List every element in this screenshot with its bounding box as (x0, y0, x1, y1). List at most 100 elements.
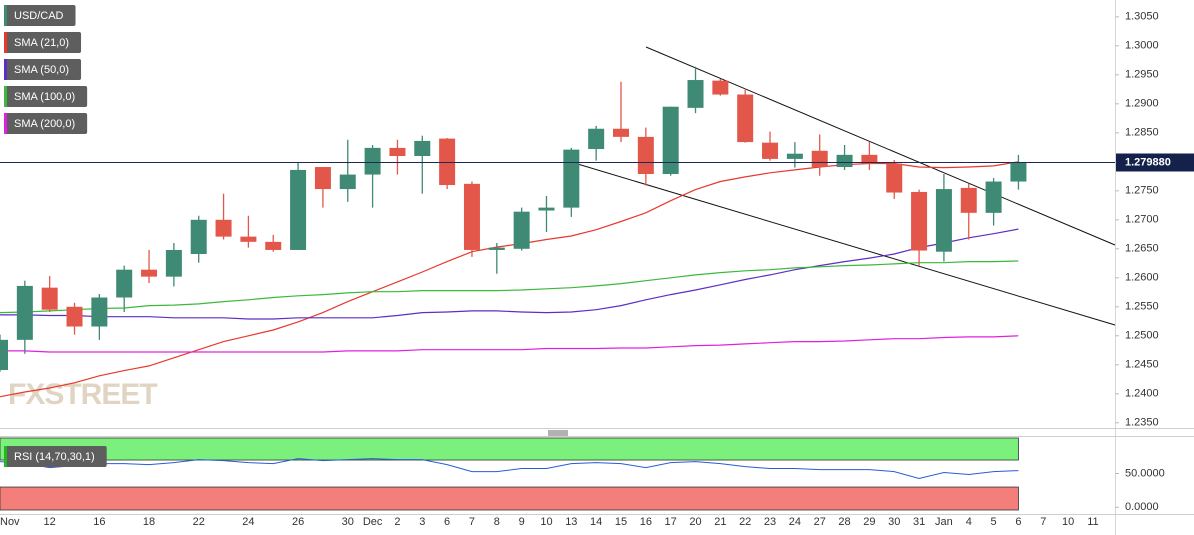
x-tick-label: Jan (935, 516, 953, 528)
x-tick-label: 12 (44, 516, 56, 528)
y-tick-label: 1.2350 (1125, 417, 1159, 429)
watermark: FXSTREET (8, 378, 157, 411)
legend-item: SMA (50,0) (4, 59, 82, 80)
candle-body (960, 187, 977, 213)
y-tick-label: 1.2550 (1125, 301, 1159, 313)
x-tick-label: 3 (419, 516, 425, 528)
x-tick-label: 30 (342, 516, 354, 528)
candle-body (290, 169, 307, 250)
x-tick-label: 17 (665, 516, 677, 528)
y-tick-label: 1.2850 (1125, 127, 1159, 139)
x-tick-label: 5 (991, 516, 997, 528)
y-tick-label: 1.2500 (1125, 330, 1159, 342)
x-tick-label: 9 (519, 516, 525, 528)
candle-body (265, 241, 282, 250)
legend-box (4, 32, 82, 53)
legend-box (4, 86, 88, 107)
candle-body (836, 154, 853, 168)
y-tick-label: 1.2950 (1125, 69, 1159, 81)
legend-box (4, 5, 76, 26)
legend-box (4, 446, 107, 467)
oversold-band (0, 486, 1019, 511)
series-line (0, 260, 1019, 314)
x-tick-label: 8 (494, 516, 500, 528)
y-tick-label: 1.2650 (1125, 243, 1159, 255)
legend-swatch (4, 86, 7, 107)
legend-label: SMA (100,0) (14, 91, 75, 103)
candle-body (41, 287, 58, 310)
candle-body (414, 140, 431, 157)
x-tick-label: 24 (789, 516, 801, 528)
trend-line (645, 46, 1116, 246)
x-tick-label: 20 (689, 516, 701, 528)
y-tick-label: 1.2600 (1125, 272, 1159, 284)
x-tick-label: 28 (838, 516, 850, 528)
x-tick-label: 24 (242, 516, 254, 528)
candle-body (389, 147, 406, 157)
candle-body (613, 128, 629, 137)
candle-body (513, 211, 530, 249)
x-tick-label: 10 (1062, 516, 1074, 528)
x-tick-label: 13 (565, 516, 577, 528)
x-tick-label: 16 (93, 516, 105, 528)
x-tick-label: 7 (469, 516, 475, 528)
legend-swatch (4, 32, 7, 53)
candle-body (687, 80, 704, 108)
candle-body (240, 236, 257, 242)
candle-body (538, 207, 555, 211)
candle-body (637, 136, 654, 174)
price-tag-label: 1.279880 (1125, 156, 1171, 168)
series-line (0, 228, 1019, 320)
candle-body (116, 269, 133, 298)
y-tick-label: 1.2750 (1125, 185, 1159, 197)
x-tick-label: 26 (292, 516, 304, 528)
overbought-band (0, 437, 1019, 461)
panel-handle (548, 430, 568, 436)
x-tick-label: 7 (1040, 516, 1046, 528)
legend-item: USD/CAD (4, 5, 76, 26)
candle-body (786, 153, 803, 159)
candle-body (439, 138, 456, 186)
x-tick-label: 2 (394, 516, 400, 528)
y-tick-label: 1.3000 (1125, 40, 1159, 52)
x-tick-label: 6 (1015, 516, 1021, 528)
legend-item: SMA (200,0) (4, 113, 88, 134)
legend-label: USD/CAD (14, 10, 64, 22)
legend-box (4, 113, 88, 134)
legend-item: RSI (14,70,30,1) (4, 446, 107, 467)
candle-body (314, 167, 331, 190)
legend-swatch (4, 5, 7, 26)
y-tick-label: 1.2700 (1125, 214, 1159, 226)
x-tick-label: 4 (966, 516, 972, 528)
candle-body (588, 128, 605, 150)
candle-body (1010, 162, 1027, 182)
x-tick-label: 31 (913, 516, 925, 528)
x-tick-label: 10 (540, 516, 552, 528)
x-tick-label: 18 (143, 516, 155, 528)
x-tick-label: Dec (363, 516, 383, 528)
legend-label: RSI (14,70,30,1) (14, 451, 95, 463)
candle-body (66, 306, 83, 327)
x-tick-label: 11 (1087, 516, 1098, 528)
legend-label: SMA (200,0) (14, 118, 75, 130)
legend-label: SMA (21,0) (14, 37, 69, 49)
x-tick-label: 14 (590, 516, 602, 528)
y-tick-label: 1.2400 (1125, 388, 1159, 400)
legend-item: SMA (100,0) (4, 86, 88, 107)
candle-body (16, 285, 33, 340)
x-tick-label: 22 (739, 516, 751, 528)
candle-body (488, 247, 505, 250)
x-tick-label: 6 (444, 516, 450, 528)
candle-body (563, 149, 580, 208)
x-tick-label: 21 (714, 516, 726, 528)
legend-swatch (4, 59, 7, 80)
legend-swatch (4, 113, 7, 134)
candle-body (215, 219, 232, 237)
candle-body (463, 183, 480, 250)
candle-body (911, 191, 928, 251)
candle-body (886, 163, 903, 193)
candle-body (91, 297, 108, 327)
candle-body (811, 150, 828, 168)
candle-body (861, 154, 878, 164)
